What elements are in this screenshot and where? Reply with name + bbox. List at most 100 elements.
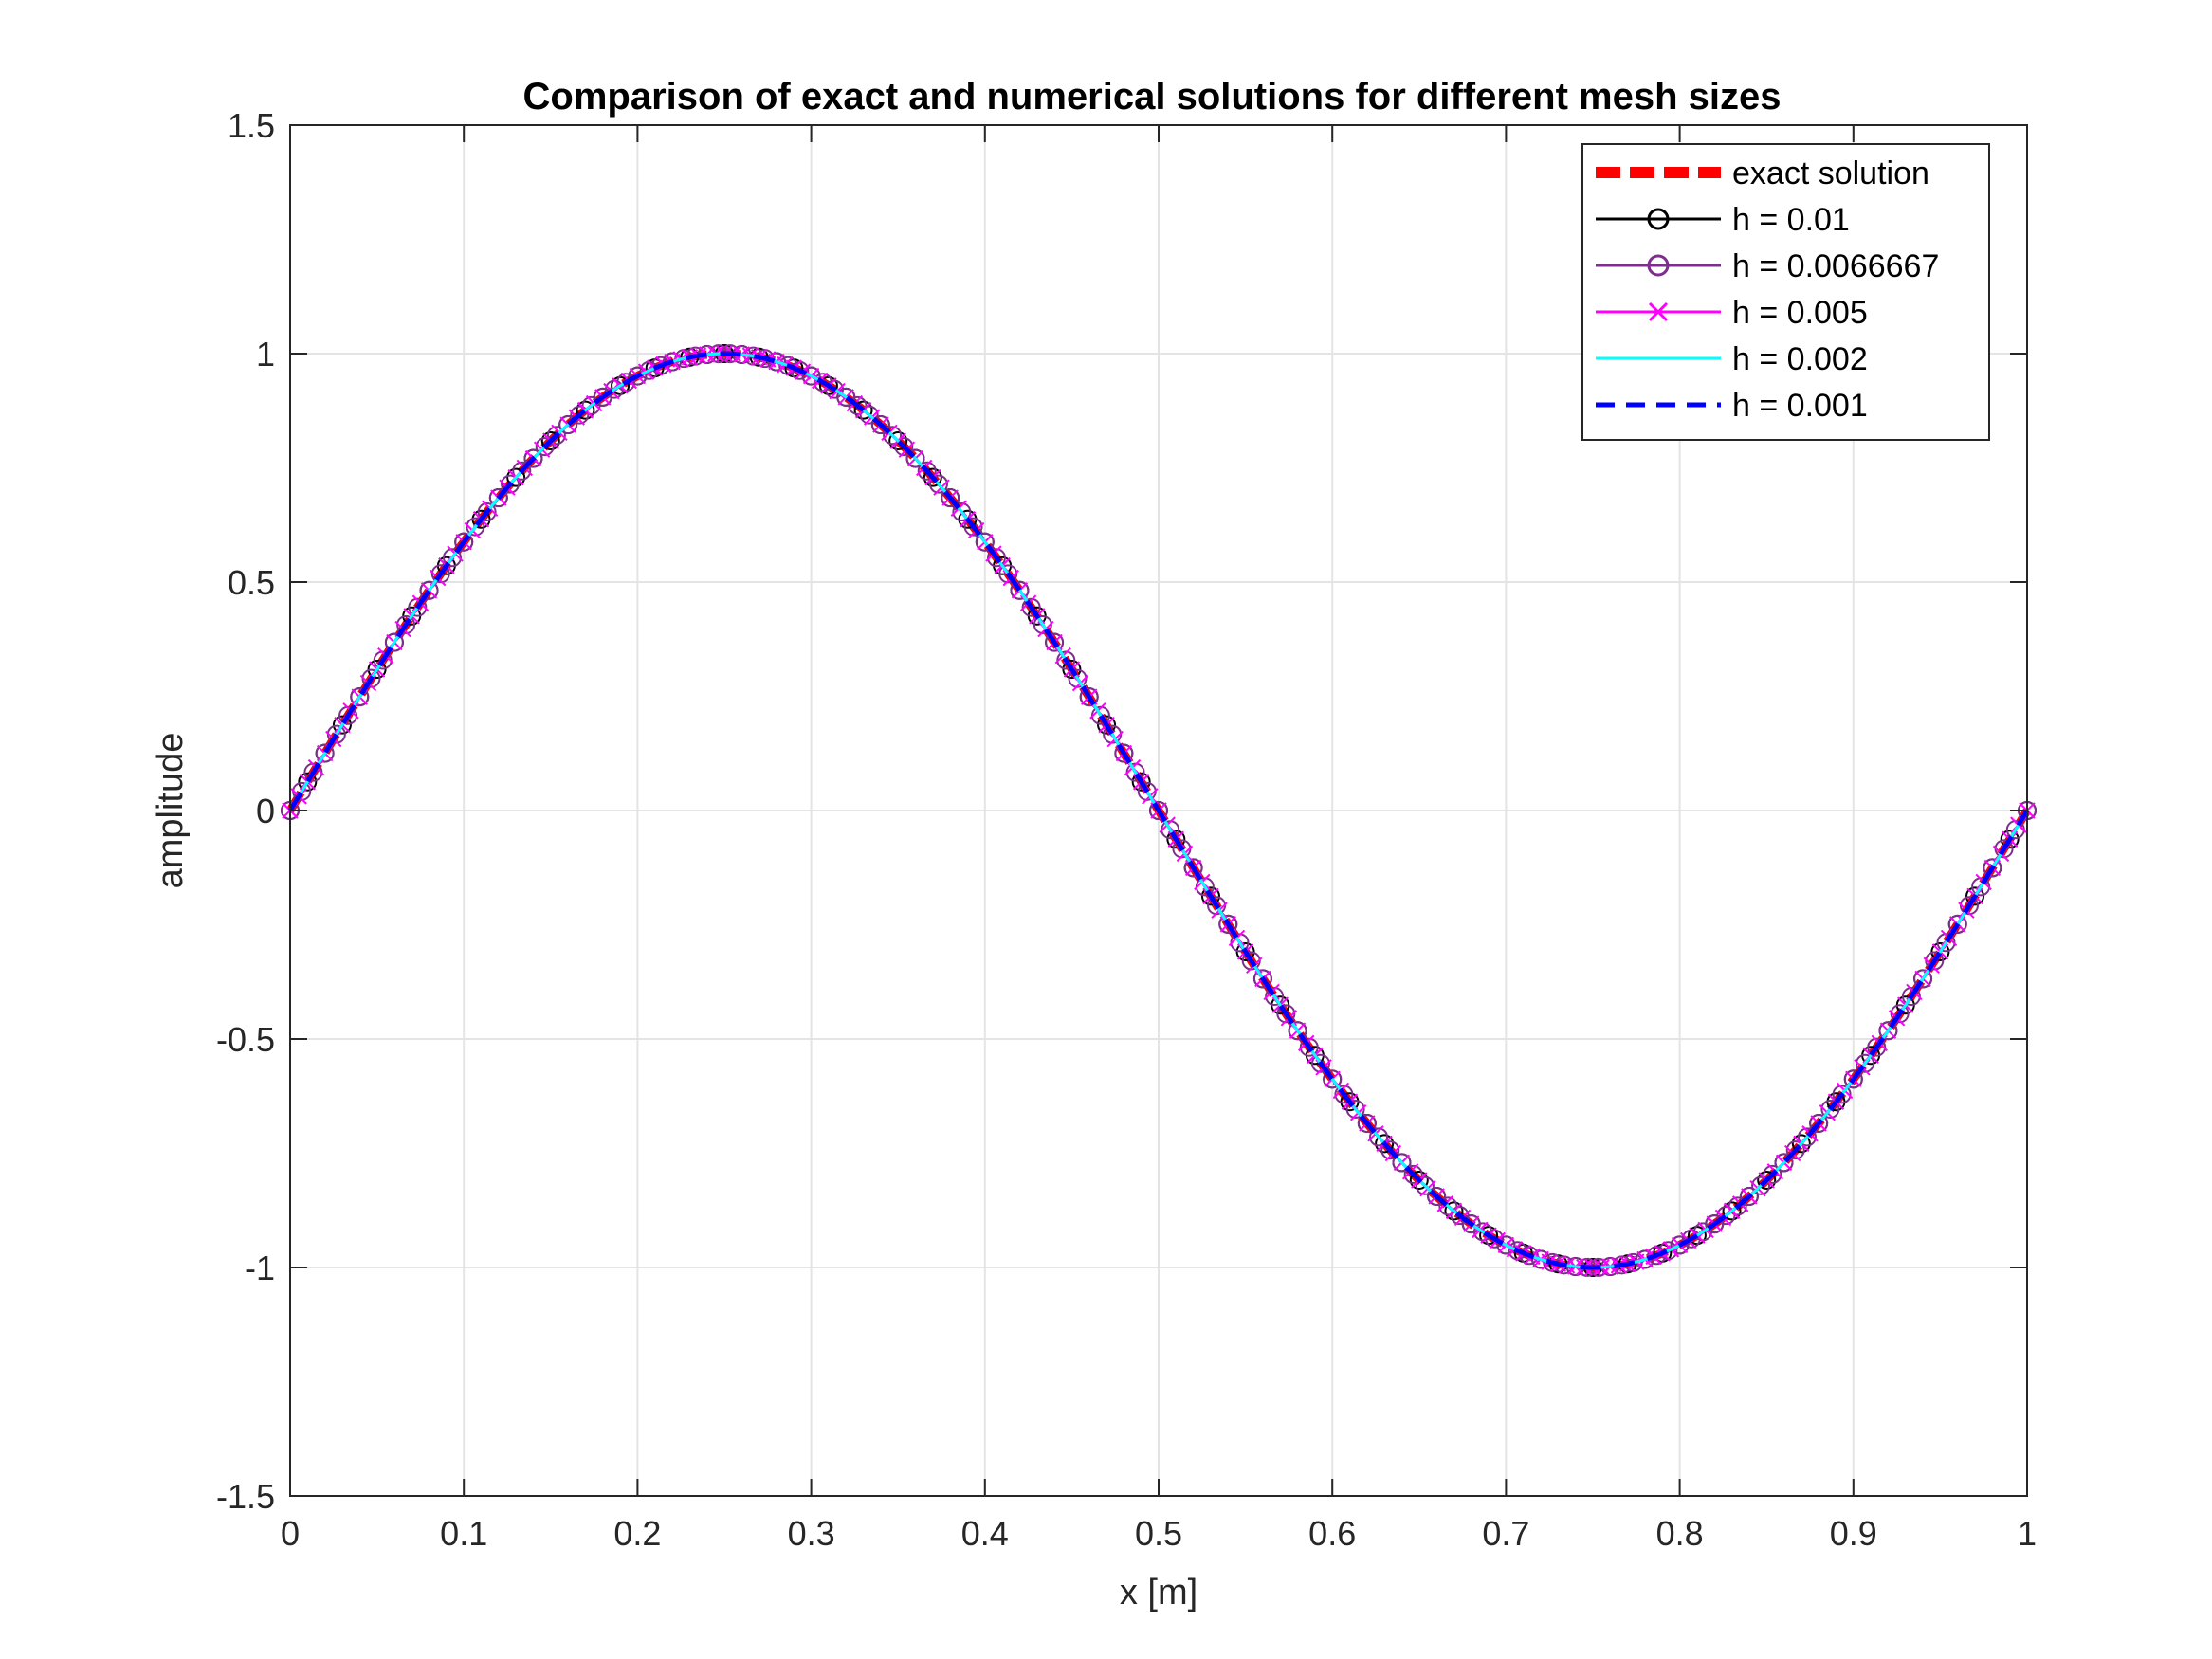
data-point <box>298 772 318 792</box>
data-point <box>430 564 450 584</box>
data-point <box>535 437 555 457</box>
data-point <box>975 532 995 552</box>
legend: exact solution h = 0.01 h = 0.0066667 h = 0… <box>1581 143 1990 441</box>
x-tick-label: 0.1 <box>440 1514 487 1553</box>
data-point <box>1345 1099 1365 1119</box>
data-point <box>952 502 972 522</box>
data-point <box>801 366 821 386</box>
data-point <box>1097 715 1117 735</box>
legend-label: h = 0.005 <box>1732 295 1868 331</box>
data-point <box>1763 1164 1782 1184</box>
x-tick-label: 0.2 <box>613 1514 661 1553</box>
data-point <box>1079 687 1099 707</box>
data-point <box>987 548 1007 568</box>
data-point <box>540 431 560 451</box>
y-tick-label: 1.5 <box>228 106 275 145</box>
data-point <box>1965 886 1985 906</box>
data-point <box>408 597 428 617</box>
data-point <box>1131 772 1151 792</box>
data-point <box>1878 1021 1898 1041</box>
ticks: 0 0.1 0.2 0.3 0.4 0.5 0.6 0.7 0.8 0.9 1 -1.5 -1 -0.5 0… <box>216 106 2037 1553</box>
data-point <box>1218 914 1238 934</box>
data-point <box>1820 1099 1840 1119</box>
data-point <box>350 687 370 707</box>
data-point <box>1832 1085 1852 1104</box>
data-point <box>1380 1140 1400 1160</box>
data-point <box>1427 1186 1447 1206</box>
data-point <box>442 548 462 568</box>
data-point <box>1403 1164 1423 1184</box>
data-point <box>1276 1004 1296 1024</box>
data-point <box>488 488 508 508</box>
data-point <box>419 580 439 600</box>
data-point <box>546 426 566 446</box>
y-tick-label: 1 <box>256 335 275 374</box>
legend-marker <box>1648 301 1669 322</box>
x-tick-label: 0.6 <box>1308 1514 1356 1553</box>
data-point <box>1114 743 1134 763</box>
data-point <box>454 532 474 552</box>
data-point <box>466 517 485 537</box>
data-point <box>1183 858 1203 878</box>
data-point <box>1357 1113 1377 1133</box>
data-point <box>315 743 335 763</box>
data-point <box>1635 1249 1654 1269</box>
legend-marker <box>1647 254 1670 277</box>
data-point <box>477 502 497 522</box>
y-axis-label: amplitude <box>151 733 191 889</box>
data-point <box>1751 1176 1771 1195</box>
data-point <box>1774 1153 1794 1173</box>
data-point <box>663 352 683 372</box>
data-point <box>1235 941 1255 961</box>
data-point <box>883 426 903 446</box>
data-point <box>1947 914 1967 934</box>
data-point <box>1757 1170 1777 1190</box>
data-point <box>1166 830 1186 849</box>
data-point <box>1200 886 1220 906</box>
y-tick-label: 0 <box>256 792 275 830</box>
x-tick-label: 0.5 <box>1135 1514 1182 1553</box>
x-tick-label: 0.3 <box>788 1514 835 1553</box>
data-point <box>384 632 404 652</box>
data-point <box>570 405 590 425</box>
data-point <box>1983 858 2002 878</box>
x-tick-label: 0.9 <box>1830 1514 1877 1553</box>
legend-label: h = 0.01 <box>1732 202 1850 238</box>
data-point <box>870 415 890 435</box>
data-point <box>501 474 521 494</box>
data-point <box>1045 632 1065 652</box>
data-point <box>512 461 532 481</box>
data-point <box>928 474 948 494</box>
data-point <box>905 448 925 468</box>
data-point <box>628 366 648 386</box>
data-point <box>506 467 526 487</box>
y-tick-label: -0.5 <box>216 1020 275 1059</box>
data-point <box>998 564 1018 584</box>
legend-marker <box>1647 208 1670 230</box>
data-point <box>888 431 908 451</box>
data-point <box>1722 1201 1742 1221</box>
data-point <box>1369 1127 1389 1147</box>
series-5 <box>287 351 2030 1270</box>
x-tick-label: 0.7 <box>1482 1514 1529 1553</box>
x-tick-label: 0 <box>281 1514 300 1553</box>
data-point <box>1728 1196 1747 1216</box>
data-point <box>1791 1134 1811 1154</box>
data-point <box>963 517 983 537</box>
data-point <box>1670 1235 1690 1255</box>
data-point <box>917 461 937 481</box>
data-point <box>1797 1127 1817 1147</box>
data-point <box>1843 1069 1863 1089</box>
data-point <box>1739 1186 1759 1206</box>
data-point <box>1809 1113 1829 1133</box>
x-tick-label: 0.8 <box>1656 1514 1704 1553</box>
data-point <box>1785 1140 1805 1160</box>
data-point <box>1856 1053 1875 1073</box>
data-point <box>1252 969 1272 989</box>
data-point <box>859 405 879 425</box>
data-point <box>853 400 873 420</box>
data-point <box>1375 1134 1395 1154</box>
legend-label: h = 0.002 <box>1732 341 1868 377</box>
data-point <box>1716 1206 1736 1226</box>
data-point <box>1867 1037 1887 1057</box>
